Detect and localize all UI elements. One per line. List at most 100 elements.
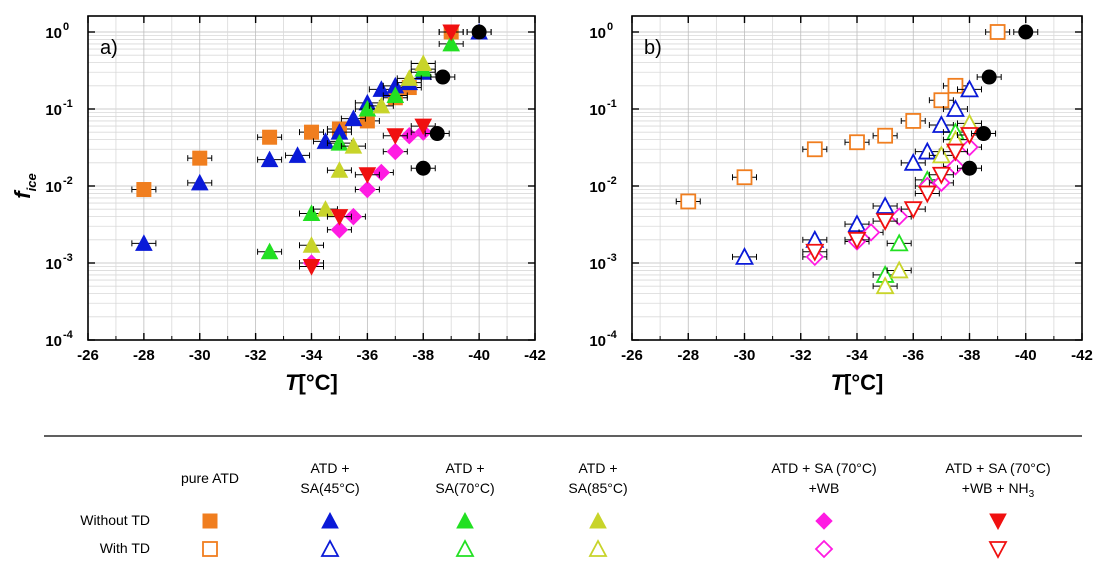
data-point xyxy=(386,142,405,161)
legend-symbol-open xyxy=(588,539,608,557)
y-tick-label: 10 xyxy=(589,333,606,350)
y-tick-label: 10 xyxy=(589,102,606,119)
data-point xyxy=(330,209,349,226)
data-point xyxy=(372,163,391,182)
data-point xyxy=(358,180,377,199)
y-tick-exponent: -2 xyxy=(607,175,617,187)
x-tick-label: -36 xyxy=(902,347,924,364)
data-point xyxy=(304,124,319,140)
data-point xyxy=(877,127,894,144)
y-tick-exponent: -1 xyxy=(63,98,73,110)
data-point xyxy=(344,109,363,127)
y-tick-exponent: -4 xyxy=(63,329,74,341)
data-point xyxy=(135,234,153,251)
series-pure-atd xyxy=(675,24,1011,210)
data-point xyxy=(889,260,909,279)
data-point xyxy=(260,242,279,260)
data-point xyxy=(429,126,445,142)
series-pure-atd xyxy=(131,24,464,198)
data-point xyxy=(905,113,922,129)
x-tick-label: -34 xyxy=(301,347,323,364)
data-point xyxy=(946,157,965,176)
data-point xyxy=(302,204,321,221)
data-point xyxy=(989,24,1006,40)
x-axis-label: T[°C] xyxy=(831,370,884,395)
data-point xyxy=(260,150,279,168)
data-point xyxy=(847,231,867,250)
data-point xyxy=(471,24,487,40)
x-axis-label: T[°C] xyxy=(285,370,338,395)
data-point xyxy=(976,126,992,142)
legend-symbol-open xyxy=(814,539,834,559)
y-tick-exponent: -3 xyxy=(607,252,617,264)
legend-symbol-open xyxy=(320,539,340,557)
data-point xyxy=(933,92,950,109)
data-point xyxy=(981,69,997,85)
x-tick-label: -40 xyxy=(468,347,490,364)
data-point xyxy=(316,200,335,217)
data-point xyxy=(806,141,823,158)
legend-symbol-filled xyxy=(456,511,474,529)
data-point xyxy=(847,214,867,233)
y-tick-label: 10 xyxy=(589,25,606,42)
data-point xyxy=(344,137,363,154)
data-point xyxy=(861,223,881,242)
series-black xyxy=(410,24,492,176)
x-tick-label: -30 xyxy=(734,347,756,364)
legend-symbol-filled xyxy=(321,511,339,529)
x-ticks: -26 -28 -30 -32 -34 -36 -38 -40 -42 xyxy=(621,16,1093,364)
data-point xyxy=(875,196,895,214)
x-tick-label: -32 xyxy=(790,347,812,364)
y-tick-label: 10 xyxy=(589,179,606,196)
y-tick-exponent: -2 xyxy=(63,175,73,187)
x-tick-label: -28 xyxy=(133,347,155,364)
y-axis-label: fice xyxy=(10,173,39,198)
data-point xyxy=(945,143,965,162)
x-tick-label: -40 xyxy=(1015,347,1037,364)
data-point xyxy=(947,77,964,94)
data-point xyxy=(442,24,461,42)
x-tick-label: -38 xyxy=(412,347,434,364)
legend-symbol-open xyxy=(202,541,218,557)
data-point xyxy=(889,233,909,252)
data-point xyxy=(415,160,431,176)
y-tick-label: 10 xyxy=(589,256,606,273)
grid xyxy=(631,16,1083,341)
data-point xyxy=(192,150,208,166)
series-sa45 xyxy=(732,79,982,265)
x-tick-label: -30 xyxy=(189,347,211,364)
data-point xyxy=(358,99,377,117)
x-tick-label: -34 xyxy=(846,347,868,364)
panel-label: a) xyxy=(100,37,118,59)
data-point xyxy=(889,207,909,226)
data-point xyxy=(288,146,307,163)
legend-symbol-filled xyxy=(589,511,607,529)
data-point xyxy=(736,169,753,186)
data-point xyxy=(414,54,433,71)
data-point xyxy=(931,115,951,133)
data-point xyxy=(316,132,335,149)
data-point xyxy=(931,145,951,164)
data-point xyxy=(372,96,391,114)
x-tick-label: -42 xyxy=(524,347,546,364)
data-point xyxy=(875,276,895,295)
legend-symbol-filled xyxy=(815,512,833,530)
data-point xyxy=(962,160,977,176)
y-tick-label: 10 xyxy=(45,179,62,196)
data-point xyxy=(262,129,278,145)
data-point xyxy=(680,193,697,210)
data-point xyxy=(442,34,461,52)
series-sa70-wb-nh3 xyxy=(299,24,464,276)
data-point xyxy=(190,173,209,191)
data-point xyxy=(302,236,321,253)
legend-symbol-open xyxy=(988,541,1008,559)
y-tick-label: 10 xyxy=(45,333,62,350)
data-point xyxy=(849,134,865,151)
data-point xyxy=(945,99,965,117)
data-point xyxy=(917,185,937,204)
